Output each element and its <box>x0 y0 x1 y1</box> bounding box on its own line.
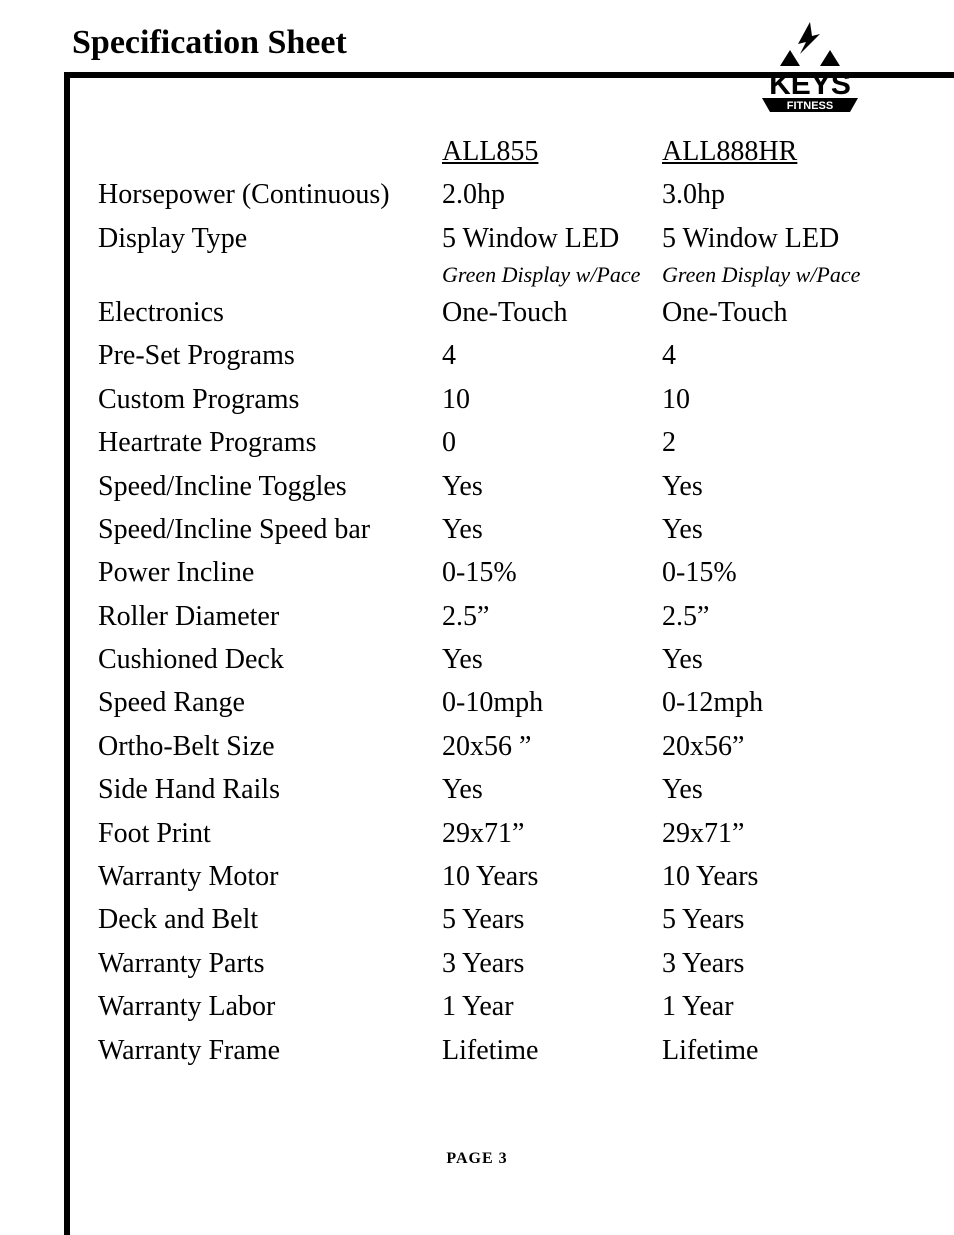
spec-label: Warranty Labor <box>98 985 442 1028</box>
spec-table: ALL855ALL888HRHorsepower (Continuous)2.0… <box>98 130 898 1072</box>
spec-value-col1: Yes <box>442 638 662 681</box>
spec-label: Foot Print <box>98 812 442 855</box>
table-row: Horsepower (Continuous)2.0hp3.0hp <box>98 173 898 216</box>
table-row: Foot Print29x71”29x71” <box>98 812 898 855</box>
spec-value-col2: 0-12mph <box>662 681 882 724</box>
spec-value-col2: One-Touch <box>662 291 882 334</box>
spec-value-col1: 5 Years <box>442 898 662 941</box>
spec-value-col1: 0 <box>442 421 662 464</box>
spec-value-col2: Lifetime <box>662 1029 882 1072</box>
table-row: Pre-Set Programs44 <box>98 334 898 377</box>
spec-value-col2: 5 Window LED <box>662 217 882 260</box>
spec-value-col1: 10 <box>442 378 662 421</box>
spec-value-col2: 29x71” <box>662 812 882 855</box>
spec-label: Heartrate Programs <box>98 421 442 464</box>
subnote-col2: Green Display w/Pace <box>662 260 882 291</box>
spec-value-col1: 29x71” <box>442 812 662 855</box>
spec-value-col2: 10 <box>662 378 882 421</box>
spec-label: Power Incline <box>98 551 442 594</box>
spec-value-col1: Lifetime <box>442 1029 662 1072</box>
page-footer: PAGE 3 <box>0 1150 954 1168</box>
table-row: ElectronicsOne-TouchOne-Touch <box>98 291 898 334</box>
spec-value-col1: 20x56 ” <box>442 725 662 768</box>
table-row: Cushioned DeckYesYes <box>98 638 898 681</box>
spec-value-col1: 1 Year <box>442 985 662 1028</box>
spec-label: Custom Programs <box>98 378 442 421</box>
keys-fitness-logo: KEYS FITNESS <box>750 20 870 120</box>
spec-value-col2: Yes <box>662 508 882 551</box>
svg-text:KEYS: KEYS <box>769 68 851 101</box>
table-row: Ortho-Belt Size20x56 ”20x56” <box>98 725 898 768</box>
spec-value-col2: 20x56” <box>662 725 882 768</box>
spec-label: Speed Range <box>98 681 442 724</box>
spec-label: Warranty Motor <box>98 855 442 898</box>
spec-value-col2: Yes <box>662 465 882 508</box>
table-header-row: ALL855ALL888HR <box>98 130 898 173</box>
spec-value-col2: 3 Years <box>662 942 882 985</box>
table-row: Warranty Labor1 Year1 Year <box>98 985 898 1028</box>
subnote-col1: Green Display w/Pace <box>442 260 662 291</box>
table-row: Display Type5 Window LED5 Window LED <box>98 217 898 260</box>
spec-value-col1: Yes <box>442 768 662 811</box>
spec-value-col1: 2.5” <box>442 595 662 638</box>
spec-value-col2: Yes <box>662 768 882 811</box>
spec-value-col2: 5 Years <box>662 898 882 941</box>
spec-page: Specification Sheet KEYS FITNESS ALL855A… <box>0 0 954 1235</box>
spec-value-col2: 10 Years <box>662 855 882 898</box>
table-row: Roller Diameter2.5”2.5” <box>98 595 898 638</box>
spec-label: Ortho-Belt Size <box>98 725 442 768</box>
spec-label: Display Type <box>98 217 442 260</box>
spec-label: Cushioned Deck <box>98 638 442 681</box>
spec-label: Deck and Belt <box>98 898 442 941</box>
spec-label: Roller Diameter <box>98 595 442 638</box>
table-row: Speed/Incline Speed barYesYes <box>98 508 898 551</box>
table-row: Speed/Incline TogglesYesYes <box>98 465 898 508</box>
spec-value-col1: 4 <box>442 334 662 377</box>
svg-text:FITNESS: FITNESS <box>787 100 833 112</box>
spec-value-col1: 0-10mph <box>442 681 662 724</box>
spec-label: Pre-Set Programs <box>98 334 442 377</box>
subnote-label <box>98 260 442 291</box>
table-row: Speed Range0-10mph0-12mph <box>98 681 898 724</box>
spec-value-col1: 3 Years <box>442 942 662 985</box>
spec-value-col2: 2 <box>662 421 882 464</box>
table-row: Warranty Motor10 Years10 Years <box>98 855 898 898</box>
spec-value-col2: 4 <box>662 334 882 377</box>
table-row: Power Incline0-15%0-15% <box>98 551 898 594</box>
spec-label: Warranty Frame <box>98 1029 442 1072</box>
spec-value-col1: 10 Years <box>442 855 662 898</box>
spec-value-col1: 0-15% <box>442 551 662 594</box>
spec-value-col1: 2.0hp <box>442 173 662 216</box>
table-row: Side Hand RailsYesYes <box>98 768 898 811</box>
spec-value-col2: Yes <box>662 638 882 681</box>
table-header-label <box>98 130 442 173</box>
spec-value-col1: 5 Window LED <box>442 217 662 260</box>
table-row: Warranty FrameLifetimeLifetime <box>98 1029 898 1072</box>
table-header-col1: ALL855 <box>442 130 662 173</box>
page-title: Specification Sheet <box>72 24 347 62</box>
spec-label: Electronics <box>98 291 442 334</box>
keys-logo-icon: KEYS FITNESS <box>750 20 870 115</box>
spec-value-col1: One-Touch <box>442 291 662 334</box>
spec-value-col2: 0-15% <box>662 551 882 594</box>
table-header-col2: ALL888HR <box>662 130 882 173</box>
spec-label: Speed/Incline Toggles <box>98 465 442 508</box>
table-row: Custom Programs1010 <box>98 378 898 421</box>
spec-value-col2: 1 Year <box>662 985 882 1028</box>
table-row: Heartrate Programs02 <box>98 421 898 464</box>
spec-value-col1: Yes <box>442 508 662 551</box>
spec-label: Side Hand Rails <box>98 768 442 811</box>
spec-label: Horsepower (Continuous) <box>98 173 442 216</box>
table-row: Deck and Belt5 Years5 Years <box>98 898 898 941</box>
table-row: Warranty Parts3 Years3 Years <box>98 942 898 985</box>
table-subnote-row: Green Display w/PaceGreen Display w/Pace <box>98 260 898 291</box>
spec-label: Speed/Incline Speed bar <box>98 508 442 551</box>
spec-value-col1: Yes <box>442 465 662 508</box>
spec-value-col2: 3.0hp <box>662 173 882 216</box>
spec-value-col2: 2.5” <box>662 595 882 638</box>
frame-left-border <box>64 72 70 1235</box>
spec-label: Warranty Parts <box>98 942 442 985</box>
